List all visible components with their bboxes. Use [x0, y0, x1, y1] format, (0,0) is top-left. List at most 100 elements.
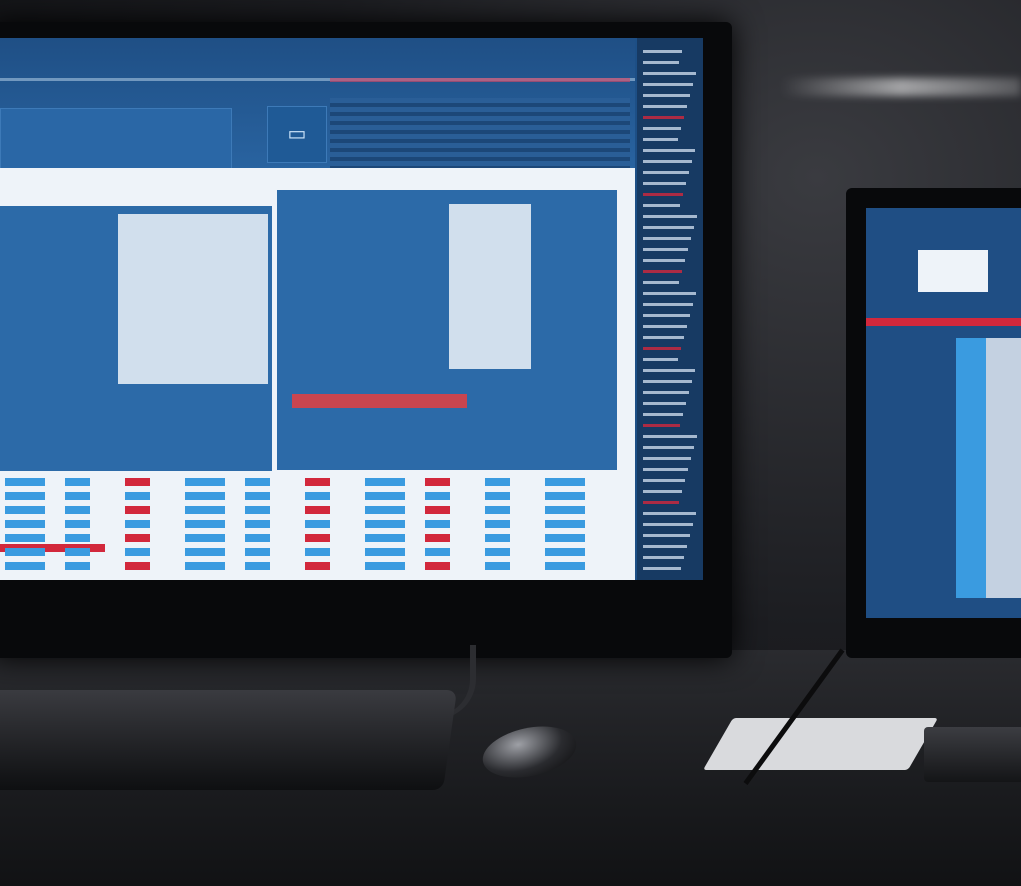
table-cell — [65, 562, 90, 570]
main-monitor-screen: ▭ — [0, 38, 703, 580]
sidebar-item[interactable] — [643, 347, 681, 350]
sidebar-item[interactable] — [643, 50, 682, 53]
sidebar-item[interactable] — [643, 171, 689, 174]
sidebar-item[interactable] — [643, 281, 679, 284]
sidebar-item[interactable] — [643, 490, 682, 493]
table-cell — [245, 562, 270, 570]
sidebar-item[interactable] — [643, 193, 683, 196]
table-cell — [5, 548, 45, 556]
sidebar-item[interactable] — [643, 391, 689, 394]
sidebar-item[interactable] — [643, 138, 678, 141]
table-cell — [5, 520, 45, 528]
sidebar-item[interactable] — [643, 545, 687, 548]
right-report-panel[interactable] — [277, 190, 617, 470]
table-cell — [125, 548, 150, 556]
sidebar-item[interactable] — [643, 105, 687, 108]
table-cell — [185, 534, 225, 542]
sidebar-item[interactable] — [643, 303, 693, 306]
table-cell — [5, 562, 45, 570]
table-cell — [245, 548, 270, 556]
dashboard-icon-button[interactable]: ▭ — [267, 106, 327, 163]
sidebar-item[interactable] — [643, 501, 679, 504]
table-cell — [185, 478, 225, 486]
sidebar-item[interactable] — [643, 160, 692, 163]
table-cell — [305, 534, 330, 542]
sidebar-item[interactable] — [643, 336, 684, 339]
sidebar-item[interactable] — [643, 204, 680, 207]
sidebar-item[interactable] — [643, 413, 683, 416]
sidebar-item[interactable] — [643, 292, 696, 295]
table-cell — [185, 506, 225, 514]
sidebar-item[interactable] — [643, 435, 697, 438]
table-cell — [185, 492, 225, 500]
sidebar-item[interactable] — [643, 237, 691, 240]
table-cell — [305, 548, 330, 556]
sidebar-item[interactable] — [643, 127, 681, 130]
sidebar-item[interactable] — [643, 94, 690, 97]
table-cell — [545, 548, 585, 556]
table-cell — [365, 534, 405, 542]
info-card — [918, 250, 988, 292]
sidebar-item[interactable] — [643, 479, 685, 482]
table-cell — [365, 506, 405, 514]
light-glare — [780, 78, 1021, 96]
sidebar-item[interactable] — [643, 61, 679, 64]
sidebar-item[interactable] — [643, 270, 682, 273]
sidebar-item[interactable] — [643, 215, 697, 218]
sidebar-item[interactable] — [643, 523, 693, 526]
left-report-panel[interactable] — [0, 206, 272, 552]
table-cell — [65, 506, 90, 514]
notepad-icon — [702, 718, 939, 770]
sidebar-item[interactable] — [643, 72, 696, 75]
table-cell — [485, 534, 510, 542]
table-cell — [125, 562, 150, 570]
table-cell — [365, 548, 405, 556]
table-cell — [125, 520, 150, 528]
table-cell — [125, 506, 150, 514]
sidebar-item[interactable] — [643, 534, 690, 537]
sidebar-item[interactable] — [643, 259, 685, 262]
table-cell — [425, 534, 450, 542]
sidebar-item[interactable] — [643, 380, 692, 383]
sidebar-item[interactable] — [643, 468, 688, 471]
sidebar-item[interactable] — [643, 248, 688, 251]
table-cell — [485, 478, 510, 486]
sidebar-item[interactable] — [643, 457, 691, 460]
table-cell — [5, 492, 45, 500]
table-cell — [545, 520, 585, 528]
table-cell — [65, 548, 90, 556]
secondary-monitor-screen — [866, 208, 1021, 618]
sidebar-item[interactable] — [643, 182, 686, 185]
sidebar-item[interactable] — [643, 446, 694, 449]
table-cell — [245, 506, 270, 514]
sidebar-item[interactable] — [643, 567, 681, 570]
table-cell — [365, 562, 405, 570]
table-cell — [125, 478, 150, 486]
sidebar-item[interactable] — [643, 424, 680, 427]
table-cell — [65, 520, 90, 528]
sidebar-item[interactable] — [643, 358, 678, 361]
sidebar-item[interactable] — [643, 226, 694, 229]
sidebar-item[interactable] — [643, 83, 693, 86]
right-sidebar-list[interactable] — [637, 38, 703, 580]
table-cell — [485, 548, 510, 556]
table-cell — [365, 520, 405, 528]
sidebar-item[interactable] — [643, 325, 687, 328]
sidebar-item[interactable] — [643, 369, 695, 372]
sidebar-item[interactable] — [643, 116, 684, 119]
sidebar-item[interactable] — [643, 512, 696, 515]
sidebar-item[interactable] — [643, 556, 684, 559]
table-cell — [185, 548, 225, 556]
sidebar-item[interactable] — [643, 402, 686, 405]
table-cell — [65, 534, 90, 542]
table-cell — [365, 492, 405, 500]
table-cell — [245, 478, 270, 486]
table-cell — [425, 548, 450, 556]
sidebar-item[interactable] — [643, 149, 695, 152]
keyboard-icon[interactable] — [0, 690, 458, 790]
table-cell — [5, 506, 45, 514]
table-cell — [545, 506, 585, 514]
table-cell — [365, 478, 405, 486]
desk-device — [924, 727, 1021, 782]
sidebar-item[interactable] — [643, 314, 690, 317]
